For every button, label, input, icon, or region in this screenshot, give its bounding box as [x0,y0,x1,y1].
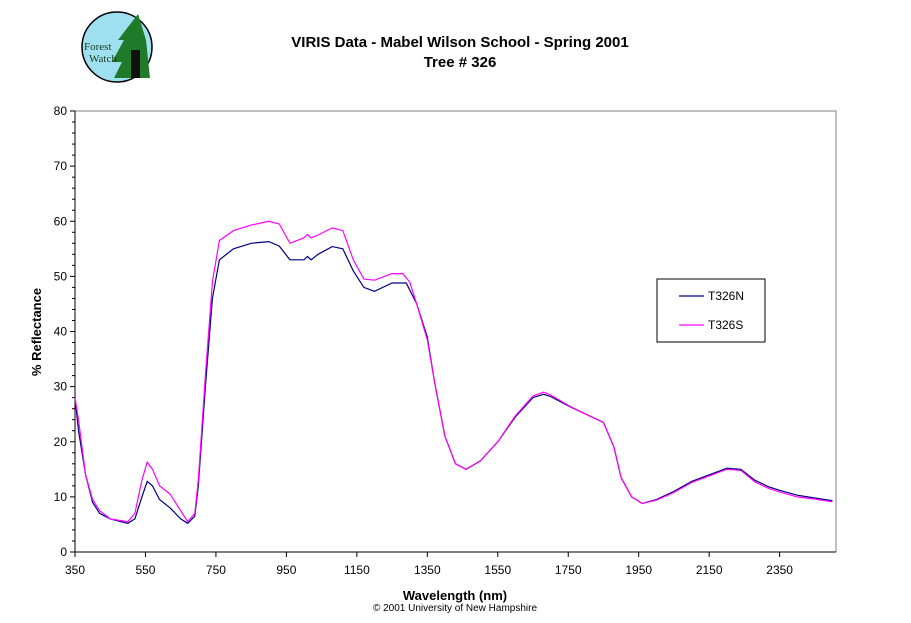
svg-text:Watch: Watch [89,53,117,65]
y-tick-label: 0 [60,545,67,559]
svg-text:Forest: Forest [84,41,112,53]
x-tick-label: 750 [206,563,226,577]
y-tick-label: 20 [54,435,68,449]
x-tick-label: 950 [276,563,296,577]
y-tick-label: 80 [54,104,68,118]
forest-watch-logo: Forest Watch [81,11,153,83]
x-tick-label: 1750 [555,563,582,577]
y-axis-label: % Reflectance [29,288,44,376]
legend-label-t326s: T326S [708,318,743,332]
y-tick-label: 60 [54,214,68,228]
legend-label-t326n: T326N [708,289,744,303]
series-line-t326s [74,220,833,523]
x-axis-label: Wavelength (nm) [403,588,507,603]
x-tick-label: 1950 [625,563,652,577]
chart-title: VIRIS Data - Mabel Wilson School - Sprin… [291,34,628,51]
y-tick-label: 50 [54,269,68,283]
x-tick-label: 1550 [484,563,511,577]
chart-subtitle: Tree # 326 [424,54,497,71]
x-tick-label: 550 [135,563,155,577]
x-tick-label: 350 [65,563,85,577]
x-tick-label: 2350 [766,563,793,577]
y-tick-label: 70 [54,159,68,173]
copyright-footer: © 2001 University of New Hampshire [373,603,538,614]
legend: T326N T326S [656,278,766,343]
y-tick-label: 40 [54,325,68,339]
y-tick-label: 30 [54,380,68,394]
y-tick-label: 10 [54,490,68,504]
x-tick-label: 1150 [344,563,370,577]
x-tick-label: 1350 [414,563,441,577]
x-tick-label: 2150 [696,563,723,577]
